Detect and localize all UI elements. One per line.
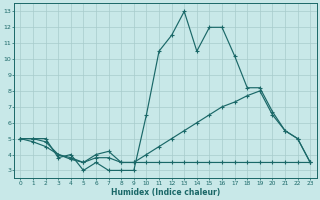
X-axis label: Humidex (Indice chaleur): Humidex (Indice chaleur): [111, 188, 220, 197]
